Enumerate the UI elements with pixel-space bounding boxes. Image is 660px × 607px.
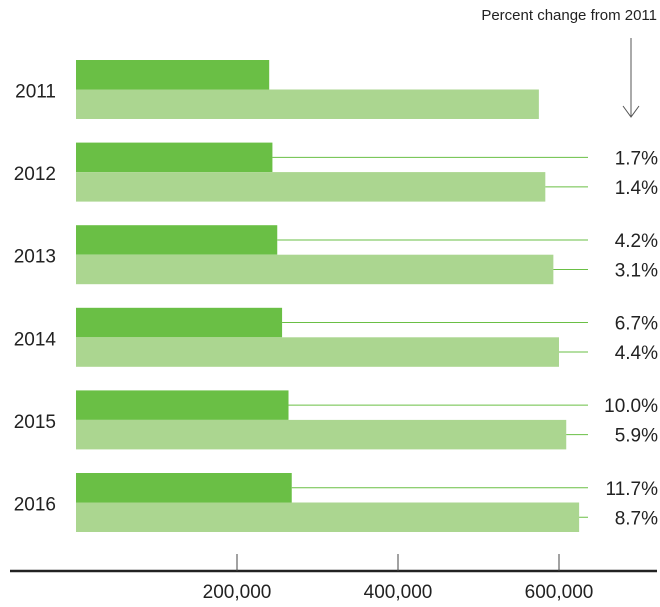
category-label: 2014 <box>14 329 57 350</box>
bar <box>76 142 273 173</box>
pct-change-label: 6.7% <box>615 314 658 335</box>
pct-change-label: 3.1% <box>615 260 658 281</box>
category-label: 2016 <box>14 495 56 516</box>
bar <box>76 502 580 532</box>
bar <box>76 337 559 367</box>
x-tick-label: 200,000 <box>203 582 272 603</box>
pct-change-label: 10.0% <box>604 396 658 417</box>
pct-change-label: 1.7% <box>615 148 658 169</box>
bar <box>76 419 567 450</box>
x-tick-label: 600,000 <box>525 582 594 603</box>
annotation-title: Percent change from 2011 <box>481 7 657 24</box>
category-label: 2015 <box>14 412 56 433</box>
leader-lines-layer <box>272 156 588 518</box>
x-axis: 200,000 400,000 600,000 <box>10 554 657 603</box>
labels-layer: 2011 2012 1.7% 1.4% 2013 4.2% 3.1% 2014 6.7% 4.4%… <box>14 82 658 530</box>
down-arrow-icon <box>622 38 640 118</box>
pct-change-label: 1.4% <box>615 178 658 199</box>
x-tick-label: 400,000 <box>364 582 433 603</box>
pct-change-label: 4.4% <box>615 343 658 364</box>
bar <box>76 60 270 90</box>
bar <box>76 307 283 338</box>
bar <box>76 89 539 119</box>
bars-layer <box>76 60 580 532</box>
pct-change-label: 11.7% <box>606 479 659 500</box>
category-label: 2011 <box>15 82 56 103</box>
bar <box>76 473 292 503</box>
bar <box>76 390 289 420</box>
bar <box>76 254 554 285</box>
category-label: 2012 <box>14 164 56 185</box>
bar <box>76 225 278 255</box>
pct-change-label: 8.7% <box>615 508 658 529</box>
bar <box>76 172 546 202</box>
pct-change-label: 4.2% <box>615 231 658 252</box>
category-label: 2013 <box>14 247 56 268</box>
pct-change-label: 5.9% <box>615 426 658 447</box>
